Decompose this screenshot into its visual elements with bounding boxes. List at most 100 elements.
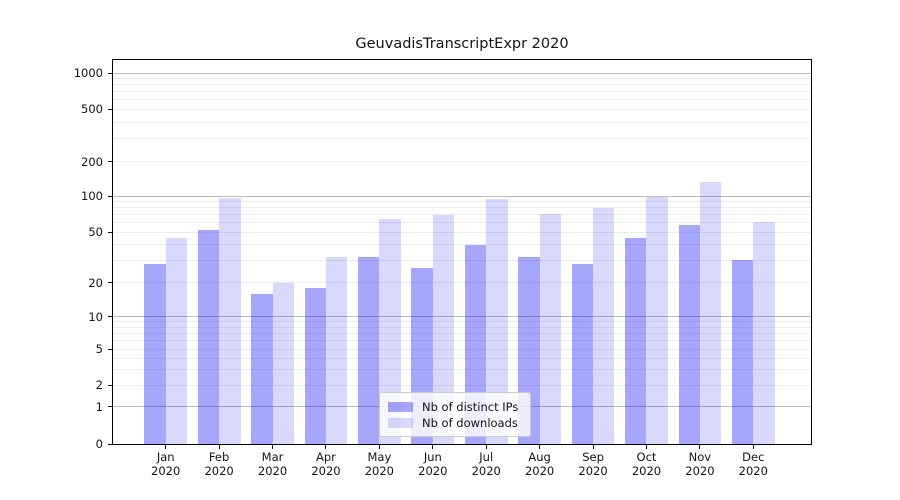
plot-area: Nb of distinct IPs Nb of downloads [112,59,812,445]
bar-downloads-mar [272,282,294,444]
minor-gridline [113,244,811,246]
x-tick-label-dec: Dec 2020 [721,450,785,478]
x-tick-mark [539,445,541,449]
x-tick-mark [272,445,274,449]
minor-gridline [113,321,811,323]
x-tick-month: Jan [156,450,175,464]
minor-gridline [113,340,811,342]
x-tick-month: Dec [742,450,765,464]
minor-gridline [113,161,811,163]
x-tick-mark [645,445,647,449]
minor-gridline [113,348,811,350]
minor-gridline [113,99,811,101]
x-tick-label-apr: Apr 2020 [294,450,358,478]
bar-distinct-ips-oct [625,238,647,444]
x-tick-label-mar: Mar 2020 [241,450,305,478]
bar-distinct-ips-apr [304,287,326,444]
x-tick-label-nov: Nov 2020 [668,450,732,478]
y-tick-label: 5 [95,342,103,357]
legend-swatch-distinct-ips-icon [388,401,413,412]
y-tick-label: 1000 [73,66,103,81]
bar-distinct-ips-sep [571,264,594,444]
minor-gridline [113,214,811,216]
y-tick-label: 2 [95,378,103,393]
x-tick-mark [378,445,380,449]
x-tick-month: Jul [479,450,494,464]
legend-entry-downloads: Nb of downloads [388,415,518,430]
legend: Nb of distinct IPs Nb of downloads [379,392,532,437]
bar-downloads-may [379,219,401,444]
x-tick-label-oct: Oct 2020 [614,450,678,478]
x-tick-year: 2020 [311,464,341,478]
bar-downloads-aug [539,213,562,444]
minor-gridline [113,333,811,335]
legend-label-downloads: Nb of downloads [422,415,518,430]
x-tick-mark [325,445,327,449]
bar-distinct-ips-jan [144,264,166,444]
y-tick-mark [108,282,112,284]
bar-distinct-ips-feb [197,230,220,444]
legend-swatch-downloads-icon [388,417,413,428]
y-tick-label: 200 [81,154,103,169]
x-tick-month: May [367,450,392,464]
bar-distinct-ips-may [357,256,380,444]
chart-title: GeuvadisTranscriptExpr 2020 [355,36,569,52]
y-tick-mark [108,72,112,74]
x-tick-year: 2020 [578,464,608,478]
y-tick-label: 50 [88,225,103,240]
minor-gridline [113,91,811,93]
y-tick-mark [108,108,112,110]
minor-gridline [113,78,811,80]
y-tick-label: 0 [95,437,103,451]
x-tick-mark [592,445,594,449]
minor-gridline [113,357,811,359]
y-tick-label: 100 [81,189,103,203]
bar-downloads-feb [219,197,241,444]
minor-gridline [113,384,811,386]
y-tick-label: 500 [81,102,103,117]
x-tick-month: Jun [423,450,442,464]
x-tick-month: Aug [528,450,551,464]
x-tick-year: 2020 [364,464,395,478]
x-tick-label-jun: Jun 2020 [401,450,465,478]
bar-downloads-nov [699,182,722,444]
bar-downloads-dec [753,221,775,444]
minor-gridline [113,259,811,261]
y-tick-mark [108,195,112,197]
major-gridline [113,72,811,74]
x-tick-year: 2020 [631,464,662,478]
x-tick-year: 2020 [418,464,448,478]
x-tick-month: Mar [261,450,284,464]
minor-gridline [113,282,811,284]
y-tick-label: 1 [95,399,103,414]
bar-downloads-apr [325,256,348,444]
x-tick-year: 2020 [204,464,234,478]
y-tick-mark [108,316,112,318]
x-tick-year: 2020 [257,464,288,478]
minor-gridline [113,201,811,203]
y-tick-label: 10 [88,309,103,324]
bar-downloads-oct [646,197,668,444]
x-tick-year: 2020 [151,464,181,478]
minor-gridline [113,222,811,224]
x-tick-month: Apr [316,450,336,464]
x-tick-year: 2020 [471,464,501,478]
minor-gridline [113,207,811,209]
y-tick-label: 20 [88,275,103,290]
bar-downloads-sep [593,208,615,444]
x-tick-month: Nov [688,450,712,464]
x-tick-label-may: May 2020 [347,450,411,478]
bar-distinct-ips-mar [251,293,273,444]
bar-distinct-ips-dec [731,260,754,444]
x-tick-year: 2020 [524,464,555,478]
x-tick-mark [218,445,220,449]
bar-downloads-jan [165,238,188,444]
y-tick-mark [108,348,112,350]
bar-downloads-jul [486,199,508,444]
minor-gridline [113,121,811,123]
x-tick-mark [432,445,434,449]
bar-downloads-jun [432,214,455,444]
y-tick-mark [108,443,112,445]
x-tick-label-feb: Feb 2020 [187,450,251,478]
